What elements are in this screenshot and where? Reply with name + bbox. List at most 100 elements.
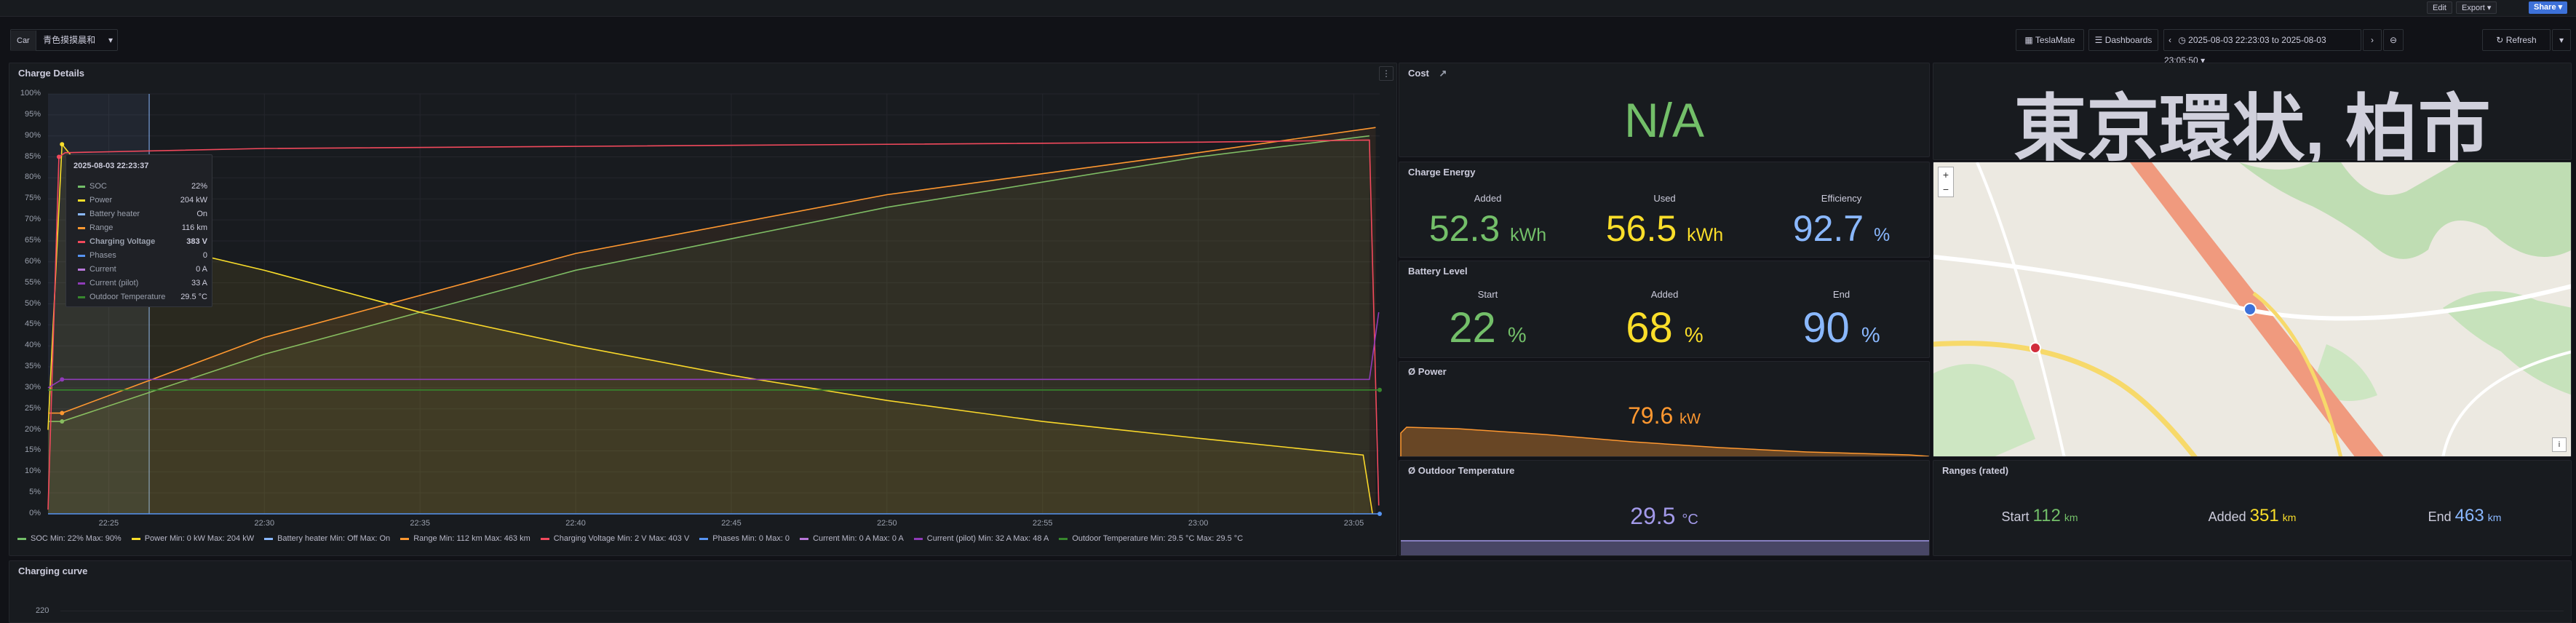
series-swatch <box>540 537 549 540</box>
energy-used-unit: kWh <box>1687 225 1724 245</box>
map-panel[interactable]: + − i <box>1933 162 2572 457</box>
charge-details-chart[interactable] <box>0 0 1397 531</box>
panel-menu-icon[interactable]: ⋮ <box>1379 66 1394 81</box>
y-tick-label: 0% <box>29 509 41 517</box>
zoom-in-icon[interactable]: + <box>1942 169 1949 180</box>
location-text: 東京環状, 柏市 <box>2014 88 2491 170</box>
current-location-marker[interactable] <box>2243 303 2257 316</box>
range-start-label: Start <box>2001 509 2030 524</box>
battery-end-value: 90 % <box>1753 303 1930 352</box>
battery-start-label: Start <box>1477 289 1498 300</box>
tooltip-row: SOC 22% <box>78 181 207 191</box>
teslamate-link[interactable]: ▦ TeslaMate <box>2016 29 2084 51</box>
energy-added-value: 52.3 kWh <box>1399 207 1576 250</box>
tooltip-row: Current 0 A <box>78 264 207 274</box>
range-start: Start 112 km <box>1933 506 2146 526</box>
panel-title: Cost ↗ <box>1408 68 1447 79</box>
x-tick-label: 23:00 <box>1188 519 1209 528</box>
chevron-down-icon: ▾ <box>108 35 113 45</box>
range-added-label: Added <box>2208 509 2246 524</box>
legend-item[interactable]: Phases Min: 0 Max: 0 <box>699 534 790 543</box>
tooltip-series-name: Charging Voltage <box>90 237 156 246</box>
dashboards-label: Dashboards <box>2104 35 2152 45</box>
x-tick-label: 23:05 <box>1343 519 1364 528</box>
energy-added-unit: kWh <box>1510 225 1547 245</box>
zoom-out-icon: ⊖ <box>2389 35 2398 45</box>
series-swatch <box>78 213 85 215</box>
battery-level-panel: Battery Level Start 22 % Added 68 % End … <box>1399 261 1930 358</box>
y-tick-label: 60% <box>24 256 41 266</box>
legend-item[interactable]: Current (pilot) Min: 32 A Max: 48 A <box>913 534 1049 543</box>
legend-text: Current (pilot) Min: 32 A Max: 48 A <box>926 534 1049 543</box>
series-swatch <box>1059 537 1068 540</box>
map-info-icon[interactable]: i <box>2552 437 2567 452</box>
tooltip-series-name: SOC <box>90 182 107 191</box>
series-area <box>48 135 1370 514</box>
y-tick-label: 5% <box>29 488 41 497</box>
share-label: Share <box>2534 3 2556 12</box>
zoom-out-icon[interactable]: − <box>1942 183 1949 195</box>
energy-used-value: 56.5 kWh <box>1576 207 1753 250</box>
legend-item[interactable]: Current Min: 0 A Max: 0 A <box>800 534 904 543</box>
tooltip-series-value: 383 V <box>186 237 207 246</box>
map[interactable] <box>1933 162 2572 457</box>
curve-y-tick: 220 <box>36 606 49 615</box>
time-range-picker[interactable]: ‹ ◷ 2025-08-03 22:23:03 to 2025-08-03 23… <box>2163 29 2361 66</box>
chevron-left-icon[interactable]: ‹ <box>2168 35 2171 45</box>
car-variable-picker[interactable]: Car 青色摸摸晨和 ▾ <box>10 29 118 51</box>
chevron-down-icon: ▾ <box>2201 55 2206 66</box>
clock-icon: ◷ <box>2178 35 2186 45</box>
series-swatch <box>699 537 709 540</box>
refresh-button[interactable]: ↻ Refresh <box>2482 29 2551 51</box>
x-tick-label: 22:45 <box>721 519 742 528</box>
zoom-out-button[interactable]: ⊖ <box>2383 29 2404 51</box>
share-button[interactable]: Share ▾ <box>2529 1 2568 14</box>
refresh-interval-picker[interactable]: ▾ <box>2552 29 2571 51</box>
x-tick-label: 22:35 <box>410 519 430 528</box>
range-start-value: 112 <box>2032 506 2061 525</box>
tooltip-series-value: 0 <box>202 251 207 260</box>
tooltip-row: Charging Voltage 383 V <box>78 237 207 247</box>
legend-text: Phases Min: 0 Max: 0 <box>712 534 790 543</box>
tooltip-row: Outdoor Temperature 29.5 °C <box>78 292 207 302</box>
panel-title: Charge Details <box>18 68 85 79</box>
series-point <box>60 142 65 147</box>
legend-item[interactable]: Charging Voltage Min: 2 V Max: 403 V <box>540 534 689 543</box>
x-tick-label: 22:25 <box>98 519 119 528</box>
legend-item[interactable]: Range Min: 112 km Max: 463 km <box>400 534 530 543</box>
battery-added-number: 68 <box>1626 304 1673 352</box>
tooltip-series-name: Current (pilot) <box>90 279 139 287</box>
efficiency-label: Efficiency <box>1821 193 1862 204</box>
series-line <box>47 312 1380 389</box>
battery-end-unit: % <box>1861 324 1880 347</box>
y-tick-label: 75% <box>24 194 41 203</box>
range-end-label: End <box>2428 509 2452 524</box>
edit-button[interactable]: Edit <box>2427 1 2452 14</box>
grid-icon: ▦ <box>2024 35 2033 45</box>
charge-location-pin[interactable] <box>2030 342 2041 354</box>
series-swatch <box>78 226 85 229</box>
battery-end-number: 90 <box>1802 304 1850 352</box>
road <box>1976 162 2066 456</box>
legend-item[interactable]: SOC Min: 22% Max: 90% <box>17 534 122 543</box>
legend-item[interactable]: Outdoor Temperature Min: 29.5 °C Max: 29… <box>1059 534 1243 543</box>
y-tick-label: 70% <box>24 215 41 224</box>
legend-item[interactable]: Battery heater Min: Off Max: On <box>264 534 390 543</box>
charge-details-panel: Charge Details ⋮ <box>9 63 1397 556</box>
tooltip-series-name: Phases <box>90 251 116 260</box>
time-forward-button[interactable]: › <box>2363 29 2382 51</box>
y-tick-label: 25% <box>24 403 41 413</box>
map-zoom-controls[interactable]: + − <box>1938 167 1954 197</box>
export-button[interactable]: Export ▾ <box>2456 1 2497 14</box>
dashboards-link[interactable]: ☰ Dashboards <box>2088 29 2158 51</box>
y-tick-label: 10% <box>24 467 41 476</box>
series-swatch <box>78 185 85 188</box>
external-link-icon[interactable]: ↗ <box>1439 68 1447 79</box>
car-label: Car <box>11 31 36 51</box>
battery-added-unit: % <box>1684 324 1704 347</box>
charging-curve-panel: Charging curve 220 <box>9 560 2572 623</box>
series-swatch <box>78 240 85 243</box>
series-swatch <box>78 268 85 271</box>
legend-item[interactable]: Power Min: 0 kW Max: 204 kW <box>131 534 254 543</box>
tooltip-row: Battery heater On <box>78 209 207 219</box>
